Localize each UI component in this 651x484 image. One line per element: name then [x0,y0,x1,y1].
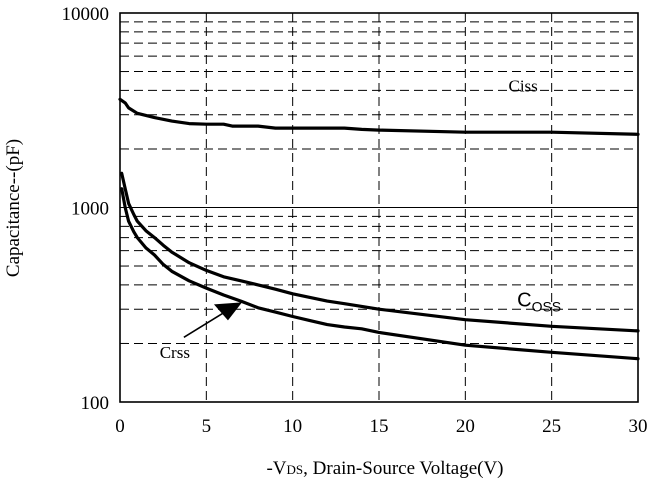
x-tick-label: 10 [283,416,302,437]
coss-label: COSS [517,289,561,314]
y-axis-label: Capacitance--(pF) [3,139,24,277]
x-axis-label: -VDS, Drain-Source Voltage(V) [266,458,503,479]
x-tick-label: 30 [629,416,648,437]
series-coss [120,171,640,333]
x-tick-label: 25 [542,416,561,437]
series-ciss [118,97,640,136]
y-tick-label: 100 [81,393,110,414]
x-tick-label: 0 [115,416,125,437]
series-crss [120,187,640,361]
ciss-label: Ciss [509,76,538,95]
arrow-head [213,302,242,321]
tick-labels: 0 5 10 15 20 25 30 100 1000 10000 [62,4,648,437]
curves [118,97,640,361]
crss-label: Crss [160,343,190,362]
y-tick-label: 1000 [71,199,109,220]
x-tick-label: 5 [202,416,212,437]
x-tick-label: 15 [370,416,389,437]
x-tick-label: 20 [456,416,475,437]
y-tick-label: 10000 [62,4,110,25]
annotations: Ciss COSS Crss [160,76,561,362]
plot-frame [119,12,639,403]
grid [120,13,638,402]
